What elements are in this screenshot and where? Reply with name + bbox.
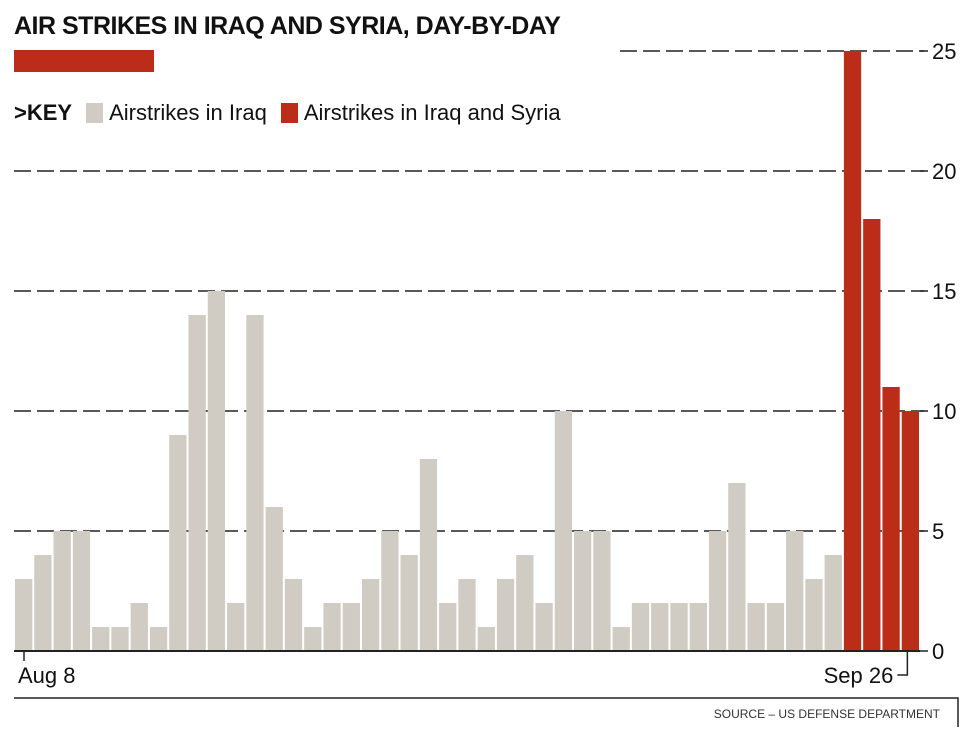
bar-iraq xyxy=(458,579,476,651)
bar-iraq xyxy=(265,507,283,651)
bar-iraq xyxy=(535,603,553,651)
y-tick-label: 10 xyxy=(932,399,956,424)
legend-label-iraq: Airstrikes in Iraq xyxy=(109,100,267,125)
bar-iraq xyxy=(284,579,303,651)
bar-iraq xyxy=(786,531,804,651)
bar-iraq xyxy=(747,603,765,651)
legend: >KEY Airstrikes in Iraq Airstrikes in Ir… xyxy=(14,100,583,126)
source-frame xyxy=(14,697,959,727)
legend-key-label: >KEY xyxy=(14,100,73,125)
y-tick-label: 15 xyxy=(932,279,956,304)
bar-iraq xyxy=(554,411,573,651)
bar-iraq xyxy=(304,627,322,651)
bar-iraq xyxy=(188,315,206,651)
bar-iraq-syria xyxy=(863,219,881,651)
legend-swatch-iraq-syria xyxy=(280,103,298,123)
title-accent-bar xyxy=(14,50,154,72)
y-tick-label: 20 xyxy=(932,159,956,184)
bar-iraq xyxy=(53,531,71,651)
bar-iraq xyxy=(824,555,842,651)
bar-iraq xyxy=(612,627,630,651)
bar-iraq xyxy=(130,603,148,651)
x-tick-label: Sep 26 xyxy=(824,663,894,688)
bar-iraq xyxy=(169,435,187,651)
bar-iraq xyxy=(207,291,226,651)
bar-iraq xyxy=(34,555,52,651)
bar-iraq xyxy=(381,531,399,651)
bar-iraq xyxy=(361,579,380,651)
bar-iraq xyxy=(728,483,746,651)
bar-iraq xyxy=(593,531,611,651)
bar-iraq xyxy=(496,579,515,651)
bar-iraq xyxy=(766,603,785,651)
bar-iraq-syria xyxy=(843,51,862,651)
bar-iraq xyxy=(246,315,264,651)
bar-iraq xyxy=(477,627,495,651)
bar-iraq xyxy=(439,603,457,651)
bar-iraq-syria xyxy=(882,387,900,651)
legend-swatch-iraq xyxy=(86,103,104,123)
legend-item-iraq-syria: Airstrikes in Iraq and Syria xyxy=(280,100,561,126)
bar-iraq xyxy=(227,603,245,651)
x-tick-label: Aug 8 xyxy=(18,663,76,688)
y-tick-label: 5 xyxy=(932,519,944,544)
bar-iraq xyxy=(651,603,669,651)
bar-iraq xyxy=(708,531,727,651)
bar-iraq xyxy=(149,627,168,651)
bar-iraq xyxy=(631,603,650,651)
bar-iraq xyxy=(92,627,110,651)
bar-iraq xyxy=(72,531,91,651)
bar-iraq xyxy=(111,627,129,651)
y-tick-label: 0 xyxy=(932,639,944,664)
chart-title: AIR STRIKES IN IRAQ AND SYRIA, DAY-BY-DA… xyxy=(14,12,567,41)
source-note: SOURCE – US DEFENSE DEPARTMENT xyxy=(713,707,940,721)
x-tick xyxy=(897,651,909,676)
legend-item-iraq: Airstrikes in Iraq xyxy=(86,100,267,126)
bar-iraq xyxy=(400,555,418,651)
bar-iraq xyxy=(323,603,341,651)
bar-iraq-syria xyxy=(901,411,919,651)
bar-iraq xyxy=(805,579,823,651)
legend-label-iraq-syria: Airstrikes in Iraq and Syria xyxy=(303,100,561,125)
bar-iraq xyxy=(670,603,688,651)
bar-iraq xyxy=(574,531,592,651)
bar-iraq xyxy=(342,603,360,651)
bar-iraq xyxy=(419,459,438,651)
bar-iraq xyxy=(15,579,33,651)
bar-iraq xyxy=(689,603,707,651)
y-tick-label: 25 xyxy=(932,39,956,64)
bar-iraq xyxy=(516,555,534,651)
